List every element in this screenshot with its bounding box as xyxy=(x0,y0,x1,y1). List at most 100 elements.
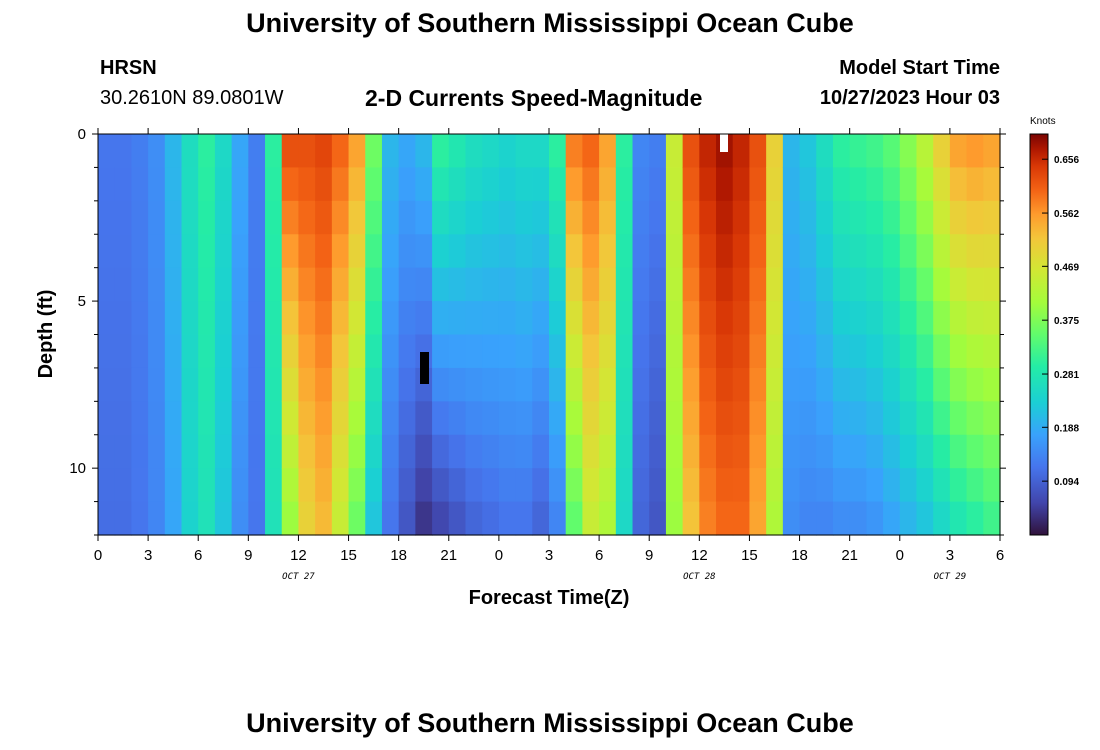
heatmap-cell xyxy=(849,501,867,536)
colorbar-tick-label: 0.375 xyxy=(1054,316,1079,327)
heatmap-cell xyxy=(799,200,817,235)
heatmap-cell xyxy=(365,501,383,536)
heatmap-cell xyxy=(365,468,383,503)
heatmap-cell xyxy=(615,134,634,169)
heatmap-cell xyxy=(148,200,166,235)
heatmap-cell xyxy=(699,301,717,336)
heatmap-cell xyxy=(799,334,817,369)
heatmap-cell xyxy=(816,401,834,436)
heatmap-cell xyxy=(348,200,366,235)
heatmap-cell xyxy=(148,334,166,369)
heatmap-cell xyxy=(665,301,684,336)
heatmap-cell xyxy=(665,367,684,402)
heatmap-cell xyxy=(883,267,901,302)
x-tick-label: 18 xyxy=(390,547,407,564)
heatmap-cell xyxy=(582,367,600,402)
heatmap-cell xyxy=(482,334,500,369)
heatmap-cell xyxy=(749,367,767,402)
heatmap-cell xyxy=(181,134,199,169)
heatmap-cell xyxy=(849,267,867,302)
heatmap-cell xyxy=(164,468,183,503)
heatmap-cell xyxy=(298,367,316,402)
heatmap-cell xyxy=(114,267,132,302)
heatmap-cell xyxy=(665,468,684,503)
heatmap-cell xyxy=(649,134,667,169)
heatmap-cell xyxy=(766,200,784,235)
heatmap-cell xyxy=(749,200,767,235)
heatmap-cell xyxy=(532,367,550,402)
heatmap-cell xyxy=(148,468,166,503)
heatmap-cell xyxy=(883,501,901,536)
heatmap-cell xyxy=(465,234,483,269)
heatmap-cell xyxy=(515,468,533,503)
heatmap-cell xyxy=(966,468,984,503)
heatmap-cell xyxy=(365,367,383,402)
heatmap-cell xyxy=(849,367,867,402)
heatmap-cell xyxy=(465,200,483,235)
heatmap-cell xyxy=(599,434,617,469)
heatmap-cell xyxy=(716,367,734,402)
heatmap-cell xyxy=(832,468,851,503)
heatmap-cell xyxy=(782,234,801,269)
heatmap-cell xyxy=(615,468,634,503)
heatmap-cell xyxy=(682,501,700,536)
heatmap-cell xyxy=(348,334,366,369)
heatmap-cell xyxy=(515,501,533,536)
heatmap-cell xyxy=(448,334,467,369)
heatmap-cell xyxy=(281,367,300,402)
heatmap-cell xyxy=(265,468,283,503)
heatmap-cell xyxy=(565,267,583,302)
colorbar-tick-label: 0.281 xyxy=(1054,370,1079,381)
heatmap-cell xyxy=(749,401,767,436)
heatmap-cell xyxy=(231,501,249,536)
heatmap-cell xyxy=(966,267,984,302)
heatmap-cell xyxy=(582,301,600,336)
heatmap-cell xyxy=(398,434,416,469)
heatmap-cell xyxy=(181,434,199,469)
heatmap-cell xyxy=(298,267,316,302)
heatmap-cell xyxy=(131,200,149,235)
heatmap-missing-cell-top xyxy=(720,134,728,152)
heatmap-cell xyxy=(983,134,1001,169)
heatmap-cell xyxy=(331,234,350,269)
heatmap-cell xyxy=(98,234,116,269)
x-tick-label: 6 xyxy=(595,547,603,564)
heatmap-cell xyxy=(782,434,801,469)
heatmap-cell xyxy=(365,434,383,469)
heatmap-cell xyxy=(181,334,199,369)
heatmap-cell xyxy=(933,434,951,469)
heatmap-cell xyxy=(966,367,984,402)
heatmap-cell xyxy=(966,501,984,536)
heatmap-cell xyxy=(799,401,817,436)
heatmap-cell xyxy=(181,200,199,235)
heatmap-cell xyxy=(515,334,533,369)
heatmap-cell xyxy=(966,167,984,202)
heatmap-cell xyxy=(214,334,233,369)
heatmap-cell xyxy=(649,301,667,336)
heatmap-cell xyxy=(649,234,667,269)
heatmap-cell xyxy=(298,234,316,269)
heatmap-cell xyxy=(732,501,751,536)
heatmap-cell xyxy=(164,267,183,302)
heatmap-cell xyxy=(782,301,801,336)
heatmap-cell xyxy=(866,334,884,369)
heatmap-cell xyxy=(315,367,333,402)
heatmap-cell xyxy=(866,234,884,269)
heatmap-cell xyxy=(916,301,934,336)
heatmap-cell xyxy=(98,200,116,235)
heatmap-cell xyxy=(114,167,132,202)
heatmap-cell xyxy=(348,401,366,436)
heatmap-cell xyxy=(198,334,216,369)
heatmap-cell xyxy=(582,200,600,235)
heatmap-cell xyxy=(498,468,517,503)
heatmap-cell xyxy=(532,468,550,503)
heatmap-cell xyxy=(432,401,450,436)
heatmap-cell xyxy=(265,267,283,302)
heatmap-cell xyxy=(549,134,567,169)
heatmap-cell xyxy=(766,367,784,402)
heatmap-cell xyxy=(933,468,951,503)
heatmap-cell xyxy=(883,200,901,235)
heatmap-cell xyxy=(832,200,851,235)
heatmap-cell xyxy=(181,468,199,503)
heatmap-cell xyxy=(432,501,450,536)
